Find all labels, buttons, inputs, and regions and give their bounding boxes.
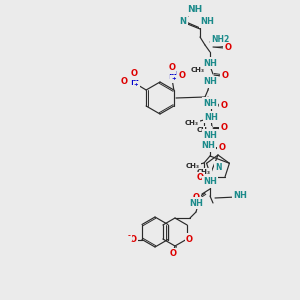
Text: O: O [221,71,229,80]
Text: CH₃: CH₃ [197,127,211,133]
Text: NH: NH [203,98,217,107]
Text: O: O [224,44,232,52]
Text: NH: NH [204,112,218,122]
Text: O: O [178,71,185,80]
Text: NH: NH [233,191,247,200]
Text: NH: NH [189,199,203,208]
Text: N: N [215,163,221,172]
Text: O: O [169,250,176,259]
Text: O: O [196,173,203,182]
Text: -: - [128,233,130,239]
Text: NH: NH [203,130,217,140]
Text: O: O [218,143,226,152]
Text: N: N [179,17,187,26]
Text: CH₃: CH₃ [185,120,199,126]
Text: NH: NH [201,142,215,151]
Text: NH: NH [204,112,218,122]
Text: O: O [130,70,138,79]
Text: CH₃: CH₃ [191,67,205,73]
Text: O: O [121,77,128,86]
Text: +: + [134,82,139,88]
Text: NH: NH [203,58,217,68]
Text: CH₃: CH₃ [186,163,200,169]
Text: O: O [130,235,136,244]
Text: O: O [186,235,193,244]
Text: +: + [172,76,176,82]
Text: O: O [168,64,175,73]
Text: NH: NH [200,17,214,26]
Text: O: O [220,124,227,133]
Text: N: N [168,71,176,81]
Text: O: O [193,193,200,202]
Text: NH2: NH2 [211,35,229,44]
Text: NH: NH [188,5,202,14]
Text: CH₃: CH₃ [197,169,211,175]
Text: NH: NH [203,178,217,187]
Text: N: N [130,77,138,87]
Text: NH: NH [203,77,217,86]
Text: O: O [220,101,227,110]
